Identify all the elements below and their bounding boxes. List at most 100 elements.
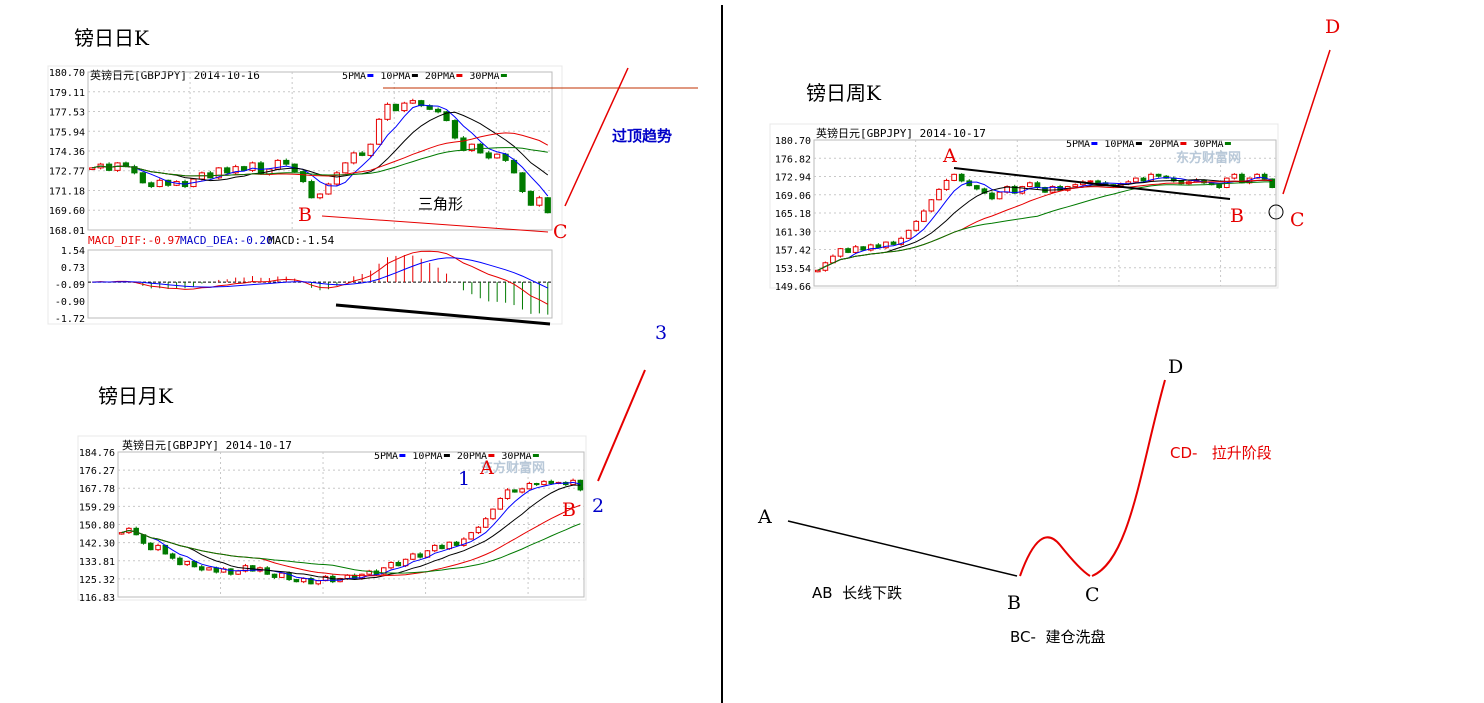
monthly-y-tick-label: 159.29 — [79, 502, 115, 513]
weekly-candle-body — [1216, 184, 1223, 189]
weekly-y-tick-label: 172.94 — [775, 173, 811, 184]
monthly-candle-body — [228, 568, 234, 575]
weekly-ma-legend-swatch — [1091, 142, 1098, 145]
monthly-candle-body — [446, 541, 453, 550]
weekly-candle-body — [936, 188, 942, 201]
monthly-candle-body — [410, 553, 416, 560]
schematic-cd-label: CD- 拉升阶段 — [1170, 444, 1272, 462]
monthly-candle-body — [155, 544, 161, 551]
daily-candle-body — [148, 182, 155, 188]
daily-over-top-label: 过顶趋势 — [612, 127, 672, 145]
weekly-candle-body — [996, 191, 1003, 200]
weekly-candle-body — [920, 210, 927, 222]
weekly-chart-frame — [769, 123, 1279, 289]
weekly-candle-body — [837, 248, 844, 257]
monthly-candle-body — [235, 570, 241, 575]
weekly-ma-legend-label: 20PMA — [1149, 139, 1179, 150]
daily-breakout-line — [564, 67, 629, 207]
weekly-ma-lines — [817, 176, 1273, 271]
monthly-candle-body — [148, 542, 154, 551]
weekly-candle-body — [890, 241, 897, 245]
monthly-candle-body — [388, 561, 394, 569]
monthly-ma-legend-label: 20PMA — [457, 451, 487, 462]
daily-candle-body — [333, 172, 340, 185]
daily-candle-body — [283, 159, 290, 165]
daily-grid — [88, 72, 552, 230]
monthly-candle-body — [490, 508, 496, 520]
weekly-y-tick-label: 176.82 — [775, 154, 811, 165]
daily-ma-legend-label: 30PMA — [469, 71, 499, 82]
weekly-candle-body — [1269, 178, 1276, 189]
monthly-candle-body — [395, 561, 402, 567]
monthly-chart-title: 英镑日元[GBPJPY] 2014-10-17 — [122, 438, 292, 452]
weekly-candle-body — [875, 244, 882, 249]
weekly-y-tick-label: 161.30 — [775, 227, 811, 238]
weekly-ma-legend-swatch — [1180, 142, 1187, 145]
weekly-chart-title: 英镑日元[GBPJPY] 2014-10-17 — [816, 126, 986, 140]
monthly-candle-body — [118, 532, 125, 535]
monthly-y-tick-label: 133.81 — [79, 557, 115, 568]
daily-y-tick-label: 169.60 — [49, 206, 85, 217]
weekly-candle-body — [1027, 182, 1033, 188]
daily-candle-body — [468, 143, 475, 151]
daily-candle-body — [325, 183, 332, 195]
monthly-candle-body — [264, 567, 271, 575]
macd-y-axis: 1.54 0.73 -0.09 -0.90 -1.72 — [55, 246, 85, 325]
daily-y-axis: 180.70 179.11 177.53 175.94 174.36 172.77 171.… — [49, 68, 85, 237]
monthly-ma-legend-label: 10PMA — [412, 451, 442, 462]
monthly-candle-body — [453, 541, 460, 546]
daily-y-tick-label: 180.70 — [49, 68, 85, 79]
daily-ma-legend-swatch — [500, 74, 507, 77]
monthly-candle-body — [439, 544, 445, 550]
weekly-candle-body — [1155, 173, 1162, 177]
monthly-candle-body — [482, 518, 489, 528]
monthly-ma-legend-swatch — [443, 454, 450, 457]
daily-candle-body — [232, 166, 239, 174]
monthly-ma5-line — [121, 481, 581, 582]
weekly-candle-body — [951, 173, 957, 181]
weekly-y-tick-label: 157.42 — [775, 246, 811, 257]
weekly-label-c: C — [1290, 209, 1305, 231]
daily-section: 镑日日K 英镑日元[GBPJPY] 2014-10-16 5PMA 10PMA 20… — [47, 26, 698, 326]
daily-candle-body — [443, 111, 450, 122]
daily-candle-body — [300, 171, 307, 183]
monthly-ma-legend-label: 5PMA — [374, 451, 398, 462]
schematic-ab-label: AB 长线下跌 — [812, 584, 902, 602]
monthly-candle-body — [279, 572, 285, 578]
monthly-candle-body — [417, 553, 423, 558]
macd-y-tick-label: -1.72 — [55, 314, 85, 325]
macd-trend-line — [335, 303, 551, 326]
weekly-candle-body — [1095, 180, 1101, 184]
weekly-candle-body — [1140, 177, 1147, 182]
monthly-ma-legend-swatch — [488, 454, 495, 457]
monthly-y-tick-label: 176.27 — [79, 466, 115, 477]
weekly-candle-body — [928, 199, 935, 212]
daily-ma-legend-swatch — [367, 74, 374, 77]
weekly-candle-body — [860, 246, 867, 251]
monthly-candle-body — [548, 480, 554, 485]
weekly-candle-body — [845, 248, 851, 253]
macd-dif-line — [92, 250, 549, 305]
weekly-candle-body — [913, 220, 920, 231]
monthly-candle-body — [213, 567, 220, 573]
daily-candle-body — [536, 197, 543, 206]
monthly-candle-body — [184, 560, 190, 566]
monthly-section: 镑日月K 英镑日元[GBPJPY] 2014-10-17 5PMA 10PMA 20… — [77, 322, 667, 604]
daily-ma-legend: 5PMA 10PMA 20PMA 30PMA — [342, 71, 507, 82]
monthly-label-1: 1 — [458, 468, 470, 490]
monthly-candle-body — [381, 567, 387, 575]
daily-candle-body — [544, 197, 551, 214]
daily-candle-body — [494, 153, 501, 159]
daily-label-b: B — [298, 204, 312, 226]
daily-y-tick-label: 172.77 — [49, 167, 85, 178]
monthly-ma-legend-label: 30PMA — [501, 451, 531, 462]
daily-candle-body — [165, 179, 172, 186]
weekly-candle-body — [958, 173, 965, 182]
weekly-candle-body — [943, 179, 950, 190]
daily-candle-body — [519, 172, 526, 193]
weekly-y-tick-label: 180.70 — [775, 136, 811, 147]
daily-ma5-line — [92, 104, 549, 197]
monthly-y-tick-label: 150.80 — [79, 520, 115, 531]
monthly-label-a: A — [479, 457, 494, 479]
